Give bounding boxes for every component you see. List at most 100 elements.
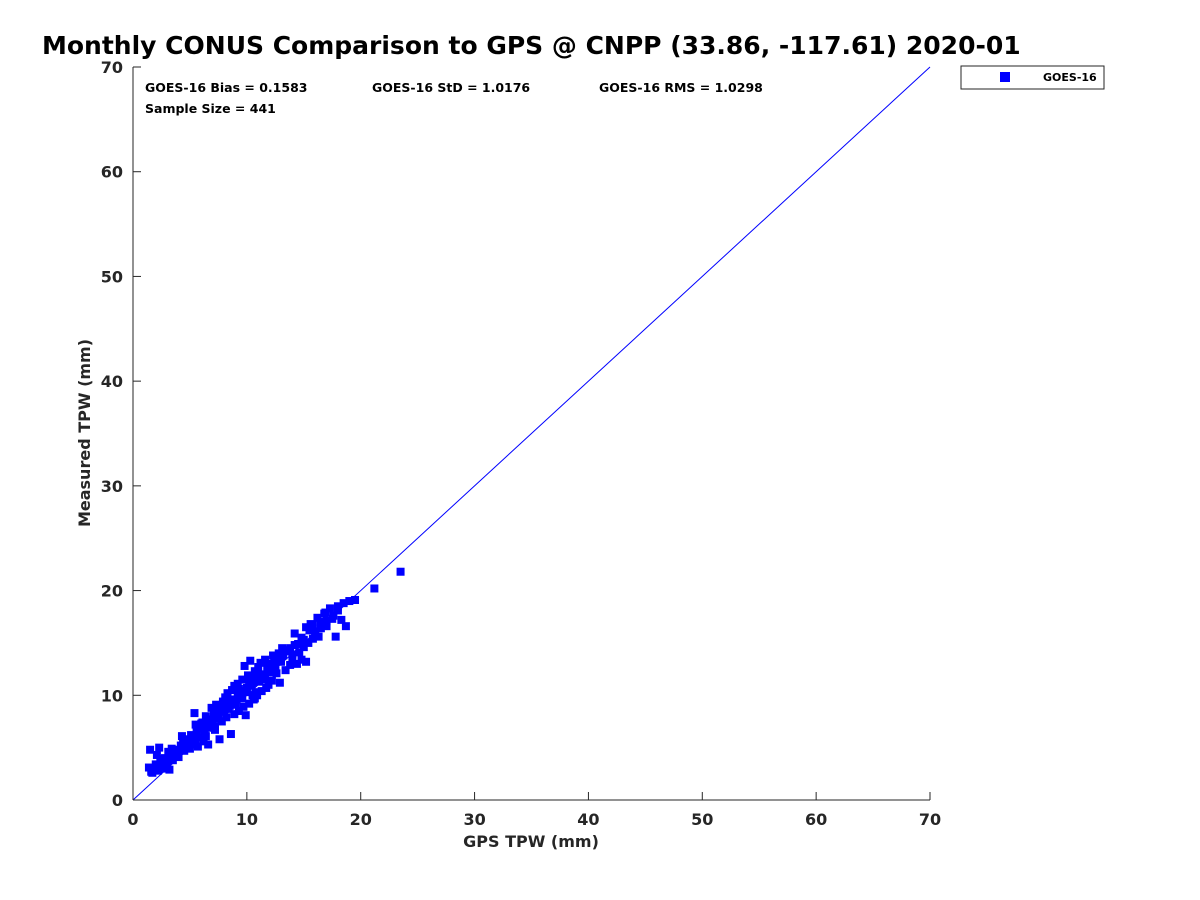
y-tick-label: 30 xyxy=(101,477,123,496)
data-point xyxy=(281,666,290,675)
data-point xyxy=(254,670,263,679)
legend-box xyxy=(960,65,1105,90)
data-point xyxy=(288,650,297,659)
data-point xyxy=(181,735,190,744)
data-point xyxy=(206,715,215,724)
data-point xyxy=(188,733,197,742)
data-point xyxy=(167,744,176,753)
data-point xyxy=(201,712,210,721)
data-point xyxy=(333,602,342,611)
data-point xyxy=(246,656,255,665)
data-point xyxy=(271,660,280,669)
data-point xyxy=(214,712,223,721)
data-point xyxy=(255,677,264,686)
data-point xyxy=(215,735,224,744)
y-tick-label: 70 xyxy=(101,58,123,77)
data-point xyxy=(345,597,354,606)
data-point xyxy=(193,742,202,751)
data-point xyxy=(245,699,254,708)
data-point xyxy=(238,694,247,703)
data-point xyxy=(154,766,163,775)
data-point xyxy=(197,719,206,728)
data-point xyxy=(232,695,241,704)
data-point xyxy=(234,706,243,715)
data-point xyxy=(339,599,348,608)
data-point xyxy=(226,730,235,739)
data-point xyxy=(220,703,229,712)
data-point xyxy=(277,652,286,661)
data-point xyxy=(196,733,205,742)
data-point xyxy=(254,663,263,672)
data-point xyxy=(299,635,308,644)
data-point xyxy=(240,661,249,670)
x-tick-label: 70 xyxy=(919,810,941,829)
y-tick-label: 60 xyxy=(101,163,123,182)
legend-label: GOES-16 xyxy=(1043,71,1097,84)
data-point xyxy=(333,606,342,615)
data-point xyxy=(146,745,155,754)
data-point xyxy=(278,644,287,653)
data-point xyxy=(207,703,216,712)
x-tick-label: 40 xyxy=(577,810,599,829)
sample-size-stat: Sample Size = 441 xyxy=(145,101,276,116)
data-point xyxy=(243,671,252,680)
data-point xyxy=(191,720,200,729)
data-point xyxy=(148,768,157,777)
y-tick-label: 40 xyxy=(101,372,123,391)
chart-title: Monthly CONUS Comparison to GPS @ CNPP (… xyxy=(42,31,1021,60)
data-point xyxy=(225,695,234,704)
data-point xyxy=(263,663,272,672)
data-point xyxy=(242,683,251,692)
y-ticks: 0 10 20 30 40 50 60 70 xyxy=(101,58,141,810)
data-point xyxy=(282,646,291,655)
y-tick-label: 10 xyxy=(101,686,123,705)
data-point xyxy=(222,713,231,722)
data-point xyxy=(204,740,213,749)
data-point xyxy=(261,655,270,664)
y-tick-label: 0 xyxy=(112,791,123,810)
data-point xyxy=(218,699,227,708)
x-tick-label: 10 xyxy=(236,810,258,829)
data-point xyxy=(189,740,198,749)
x-tick-label: 30 xyxy=(463,810,485,829)
data-point xyxy=(321,608,330,617)
data-point xyxy=(264,680,273,689)
data-point xyxy=(230,710,239,719)
data-point xyxy=(231,699,240,708)
x-tick-label: 0 xyxy=(127,810,138,829)
data-point xyxy=(322,622,331,631)
x-axis-label: GPS TPW (mm) xyxy=(463,832,599,851)
data-point xyxy=(308,621,317,630)
data-point xyxy=(168,756,177,765)
data-point xyxy=(163,759,172,768)
data-point xyxy=(337,615,346,624)
data-point xyxy=(149,764,158,773)
data-point xyxy=(294,639,303,648)
data-point xyxy=(302,657,311,666)
data-point xyxy=(314,632,323,641)
data-point xyxy=(351,595,360,604)
data-point xyxy=(210,722,219,731)
data-point xyxy=(241,711,250,720)
data-point xyxy=(180,746,189,755)
data-point xyxy=(286,660,295,669)
data-point xyxy=(259,673,268,682)
data-point xyxy=(267,676,276,685)
y-tick-label: 50 xyxy=(101,267,123,286)
data-point xyxy=(234,685,243,694)
data-point xyxy=(396,567,405,576)
data-point xyxy=(299,643,308,652)
data-point xyxy=(316,617,325,626)
data-point xyxy=(256,658,265,667)
data-point xyxy=(183,742,192,751)
data-point xyxy=(250,694,259,703)
x-tick-label: 50 xyxy=(691,810,713,829)
data-point xyxy=(311,628,320,637)
data-point xyxy=(199,724,208,733)
data-point xyxy=(144,763,153,772)
data-point xyxy=(290,629,299,638)
data-point xyxy=(155,743,164,752)
data-point xyxy=(295,648,304,657)
data-point xyxy=(173,748,182,757)
